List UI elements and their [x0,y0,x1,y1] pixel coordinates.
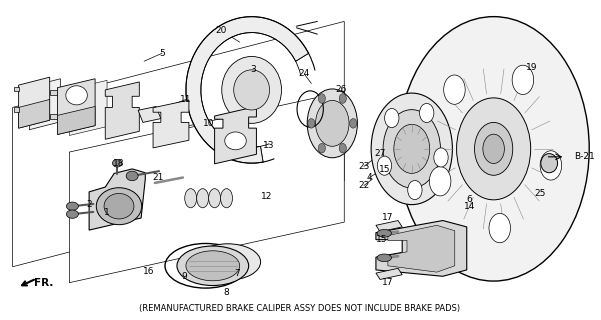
Text: 20: 20 [215,26,226,35]
Ellipse shape [67,202,78,210]
Polygon shape [19,77,50,128]
Ellipse shape [385,108,399,128]
Polygon shape [376,220,467,276]
Text: 12: 12 [261,192,272,201]
Ellipse shape [339,143,346,153]
Text: 5: 5 [159,49,165,58]
Ellipse shape [457,98,531,200]
Ellipse shape [419,103,434,123]
Text: 24: 24 [299,69,310,78]
Polygon shape [376,220,402,232]
Ellipse shape [398,17,589,281]
Text: 7: 7 [234,268,240,278]
Polygon shape [69,80,107,135]
Polygon shape [50,90,58,95]
Ellipse shape [377,254,391,262]
Text: 15: 15 [376,235,388,244]
Ellipse shape [66,86,87,105]
Ellipse shape [96,188,142,225]
Text: (REMANUFACTURED BRAKE CALIPER ASSY DOES NOT INCLUDE BRAKE PADS): (REMANUFACTURED BRAKE CALIPER ASSY DOES … [139,304,460,313]
Polygon shape [138,107,161,123]
Ellipse shape [316,100,349,146]
Polygon shape [215,107,257,164]
Text: 9: 9 [182,272,188,281]
Text: 18: 18 [113,159,125,168]
Ellipse shape [177,246,249,285]
Ellipse shape [541,154,558,173]
Text: FR.: FR. [34,278,53,288]
Ellipse shape [540,151,562,180]
Ellipse shape [112,159,122,167]
Text: 4: 4 [367,173,372,182]
Ellipse shape [209,189,221,208]
Ellipse shape [429,167,451,196]
Ellipse shape [339,94,346,103]
Ellipse shape [489,213,510,243]
Polygon shape [14,87,19,92]
Text: 23: 23 [358,162,370,171]
Polygon shape [69,92,344,283]
Ellipse shape [225,132,246,150]
Ellipse shape [383,110,441,188]
Polygon shape [105,82,139,139]
Ellipse shape [371,93,453,204]
Ellipse shape [221,189,233,208]
Text: 10: 10 [203,119,215,128]
Ellipse shape [195,244,261,280]
Polygon shape [14,108,19,112]
Polygon shape [19,100,50,128]
Ellipse shape [512,65,534,94]
Text: 11: 11 [180,95,192,104]
Text: 1: 1 [104,208,110,217]
Text: 8: 8 [224,288,230,297]
Ellipse shape [186,251,240,281]
Ellipse shape [104,194,134,219]
Text: 2: 2 [87,200,92,209]
Ellipse shape [407,180,422,200]
Ellipse shape [394,124,430,173]
Text: B-21: B-21 [575,152,595,161]
Text: 16: 16 [143,267,154,276]
Ellipse shape [222,56,281,123]
Polygon shape [186,17,308,163]
Ellipse shape [197,189,209,208]
Polygon shape [89,169,145,230]
Polygon shape [153,100,189,148]
Text: 19: 19 [525,63,537,72]
Polygon shape [376,268,402,279]
Text: 15: 15 [379,165,391,174]
Text: 25: 25 [534,189,546,198]
Ellipse shape [319,94,325,103]
Text: 13: 13 [263,141,274,150]
Text: 14: 14 [464,202,475,211]
Text: 27: 27 [374,149,386,158]
Text: 6: 6 [467,195,472,204]
Polygon shape [388,225,455,272]
Ellipse shape [377,229,391,237]
Ellipse shape [185,189,197,208]
Ellipse shape [67,210,78,218]
Ellipse shape [444,75,465,104]
Text: 22: 22 [358,181,370,190]
Polygon shape [50,115,58,119]
Ellipse shape [483,134,504,164]
Polygon shape [58,107,95,134]
Ellipse shape [434,148,448,167]
Text: 17: 17 [382,278,394,287]
Ellipse shape [350,119,357,128]
Ellipse shape [308,119,315,128]
Text: 3: 3 [251,65,256,74]
Ellipse shape [319,143,325,153]
Ellipse shape [377,156,392,175]
Ellipse shape [234,70,270,110]
Ellipse shape [307,89,358,158]
Text: 21: 21 [152,173,163,182]
Text: 26: 26 [335,85,347,94]
Polygon shape [58,79,95,134]
Polygon shape [13,21,344,267]
Polygon shape [29,79,61,130]
Ellipse shape [475,123,513,175]
Ellipse shape [126,171,138,181]
Text: 17: 17 [382,213,394,222]
